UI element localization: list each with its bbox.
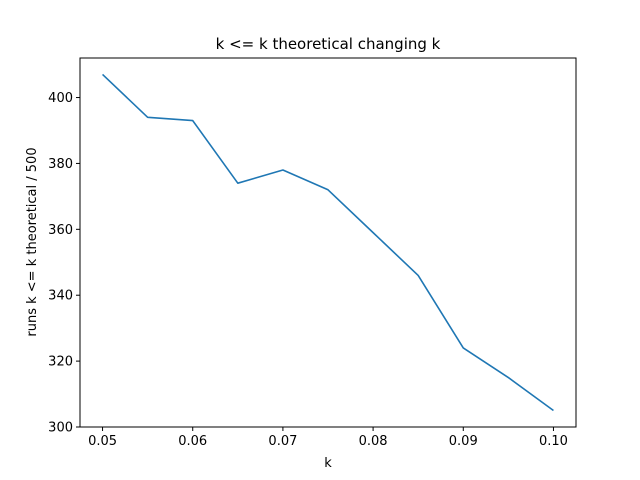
x-tick-label: 0.05 [88, 434, 117, 449]
y-tick-label: 320 [48, 355, 73, 370]
y-tick-label: 300 [48, 421, 73, 436]
y-axis: 300 320 340 360 380 400 [48, 91, 80, 436]
series-line [101, 73, 554, 412]
series-group [101, 73, 554, 412]
x-tick-label: 0.06 [178, 434, 207, 449]
x-tick-label: 0.10 [539, 434, 568, 449]
y-tick-label: 400 [48, 91, 73, 106]
x-axis-label: k [324, 456, 332, 471]
axes-frame [79, 57, 577, 428]
x-tick-label: 0.08 [359, 434, 388, 449]
x-tick-label: 0.09 [449, 434, 478, 449]
y-tick-label: 380 [48, 157, 73, 172]
y-tick-label: 360 [48, 223, 73, 238]
y-tick-label: 340 [48, 289, 73, 304]
y-axis-label: runs k <= k theoretical / 500 [25, 147, 40, 336]
x-axis: 0.05 0.06 0.07 0.08 0.09 0.10 [88, 427, 568, 449]
chart-title: k <= k theoretical changing k [216, 35, 441, 53]
x-tick-label: 0.07 [268, 434, 297, 449]
